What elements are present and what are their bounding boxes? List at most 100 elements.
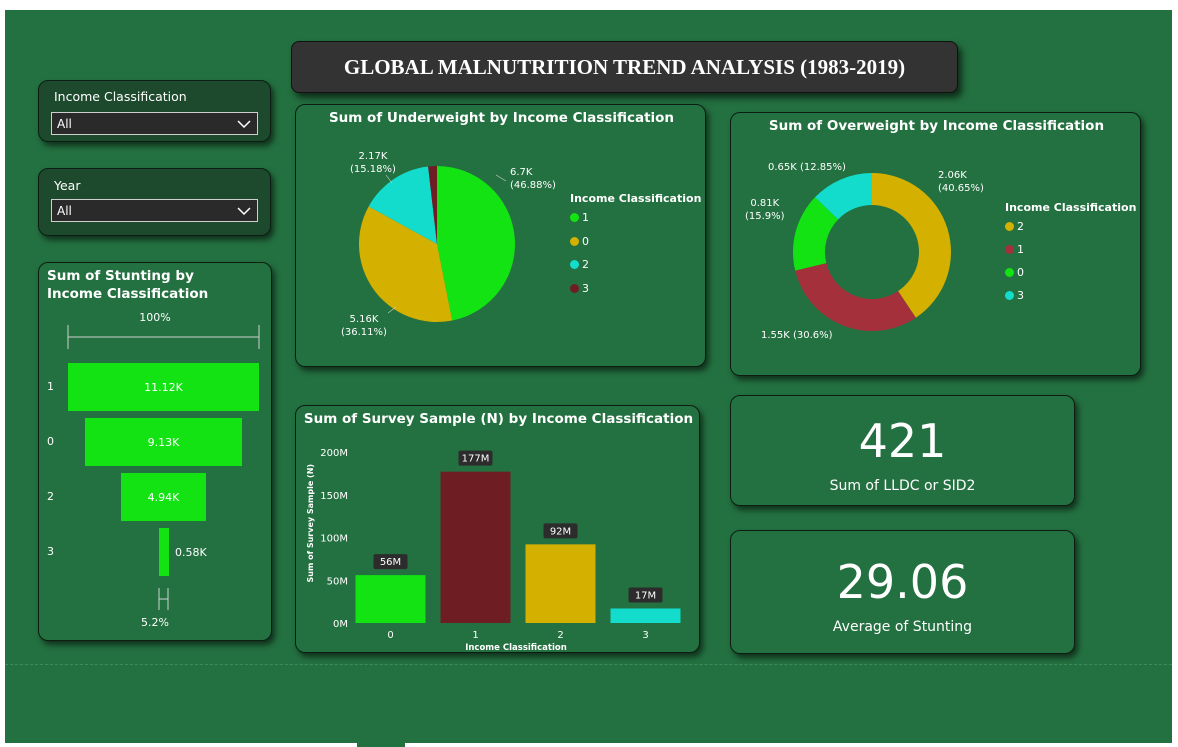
pie-slice-1[interactable] [795, 263, 916, 331]
leader-line [387, 306, 397, 314]
data-label-bg [543, 523, 578, 539]
stunting-kpi-card: 29.06 Average of Stunting [730, 530, 1075, 654]
legend-dot [1005, 245, 1014, 254]
data-label: 92M [550, 526, 571, 537]
pie-slice-1[interactable] [437, 166, 515, 321]
funnel-bar[interactable] [85, 418, 242, 466]
kpi-label: Sum of LLDC or SID2 [829, 478, 976, 494]
slice-label: 1.55K (30.6%) [761, 330, 833, 341]
legend-item[interactable]: 1 [570, 211, 589, 224]
legend-item[interactable]: 0 [570, 235, 589, 248]
funnel-bar[interactable] [68, 363, 259, 411]
legend-dot [570, 213, 579, 222]
pie-slice-3[interactable] [815, 173, 872, 220]
pie-slice-2[interactable] [368, 166, 437, 244]
chevron-down-icon [237, 120, 251, 128]
x-tick-label: 2 [557, 630, 563, 641]
income-classification-slicer[interactable]: Income Classification All [38, 80, 271, 142]
bar-1[interactable] [440, 471, 511, 623]
slice-label: 2.06K (40.65%) [938, 170, 984, 194]
report-canvas: GLOBAL MALNUTRITION TREND ANALYSIS (1983… [5, 10, 1172, 743]
survey-sample-bar-card[interactable]: Sum of Survey Sample (N) by Income Class… [295, 405, 700, 653]
legend-item[interactable]: 1 [1005, 243, 1024, 256]
legend-dot [1005, 268, 1014, 277]
legend-item[interactable]: 3 [570, 282, 589, 295]
x-tick-label: 3 [642, 630, 648, 641]
funnel-value: 4.94K [147, 491, 180, 504]
bar-3[interactable] [610, 608, 681, 623]
underweight-pie-card[interactable]: Sum of Underweight by Income Classificat… [295, 104, 706, 367]
legend-dot [1005, 222, 1014, 231]
y-tick-label: 0M [333, 619, 348, 630]
y-tick-label: 50M [327, 576, 348, 587]
slicer-label: Year [54, 178, 81, 193]
overweight-donut[interactable] [731, 113, 1142, 377]
slice-label: 0.65K (12.85%) [768, 162, 846, 173]
page-divider [5, 664, 1172, 665]
legend-dot [570, 260, 579, 269]
funnel-bar[interactable] [159, 528, 169, 576]
kpi-value: 29.06 [836, 555, 969, 609]
slice-label: 2.17K (15.18%) [350, 151, 396, 175]
funnel-top-percent: 100% [139, 311, 171, 324]
data-label-bg [458, 450, 493, 466]
leader-line [385, 174, 393, 184]
year-slicer[interactable]: Year All [38, 168, 271, 236]
legend-title: Income Classification [570, 192, 702, 205]
legend-dot [570, 237, 579, 246]
x-tick-label: 1 [472, 630, 478, 641]
legend-item[interactable]: 2 [1005, 220, 1024, 233]
stunting-funnel-card[interactable]: Sum of Stunting by Income Classification… [38, 262, 272, 641]
pie-slice-2[interactable] [872, 173, 951, 318]
x-axis-title: Income Classification [465, 643, 567, 653]
y-axis-title: Sum of Survey Sample (N) [306, 464, 315, 583]
funnel-category: 1 [47, 380, 54, 393]
chevron-down-icon [237, 207, 251, 215]
slicer-label: Income Classification [54, 89, 187, 104]
slice-label: 6.7K (46.88%) [510, 167, 556, 191]
page-tab-indicator[interactable] [357, 742, 405, 747]
slice-label: 0.81K (15.9%) [745, 198, 785, 222]
y-tick-label: 150M [320, 491, 348, 502]
legend-dot [570, 284, 579, 293]
pie-slice-0[interactable] [359, 206, 453, 322]
chart-title: Sum of Survey Sample (N) by Income Class… [303, 411, 694, 427]
legend-title: Income Classification [1005, 201, 1137, 214]
bar-2[interactable] [525, 544, 596, 623]
pie-slice-3[interactable] [428, 166, 437, 244]
y-tick-label: 100M [320, 534, 348, 545]
y-tick-label: 200M [320, 448, 348, 459]
data-label: 17M [635, 590, 656, 601]
year-dropdown[interactable]: All [51, 199, 258, 222]
chart-title: Sum of Underweight by Income Classificat… [328, 110, 675, 126]
legend-dot [1005, 291, 1014, 300]
lldc-kpi-card: 421 Sum of LLDC or SID2 [730, 395, 1075, 506]
page-title: GLOBAL MALNUTRITION TREND ANALYSIS (1983… [291, 41, 958, 93]
bar-0[interactable] [355, 575, 426, 623]
funnel-category: 2 [47, 490, 54, 503]
slice-label: 5.16K (36.11%) [341, 314, 387, 338]
legend-item[interactable]: 3 [1005, 289, 1024, 302]
overweight-donut-card[interactable]: Sum of Overweight by Income Classificati… [730, 112, 1141, 376]
data-label-bg [373, 554, 408, 570]
x-tick-label: 0 [387, 630, 393, 641]
legend-item[interactable]: 2 [570, 258, 589, 271]
funnel-value: 0.58K [175, 546, 207, 559]
data-label-bg [628, 587, 663, 603]
survey-sample-bar-chart[interactable]: 0M 50M 100M 150M 200M Sum of Survey Sample (N… [296, 406, 701, 654]
funnel-bottom-bracket [158, 588, 169, 610]
funnel-value: 9.13K [147, 436, 180, 449]
underweight-pie[interactable] [296, 105, 707, 368]
chart-title: Sum of Overweight by Income Classificati… [768, 118, 1105, 134]
funnel-category: 3 [47, 545, 54, 558]
legend-item[interactable]: 0 [1005, 266, 1024, 279]
leader-line [495, 174, 507, 182]
kpi-value: 421 [858, 414, 947, 468]
data-label: 177M [462, 454, 490, 465]
pie-slice-0[interactable] [793, 197, 839, 271]
income-classification-dropdown[interactable]: All [51, 112, 258, 135]
funnel-bar[interactable] [121, 473, 206, 521]
dropdown-value: All [57, 117, 72, 131]
chart-title: Sum of Stunting by Income Classification [47, 268, 209, 302]
data-label: 56M [380, 557, 401, 568]
